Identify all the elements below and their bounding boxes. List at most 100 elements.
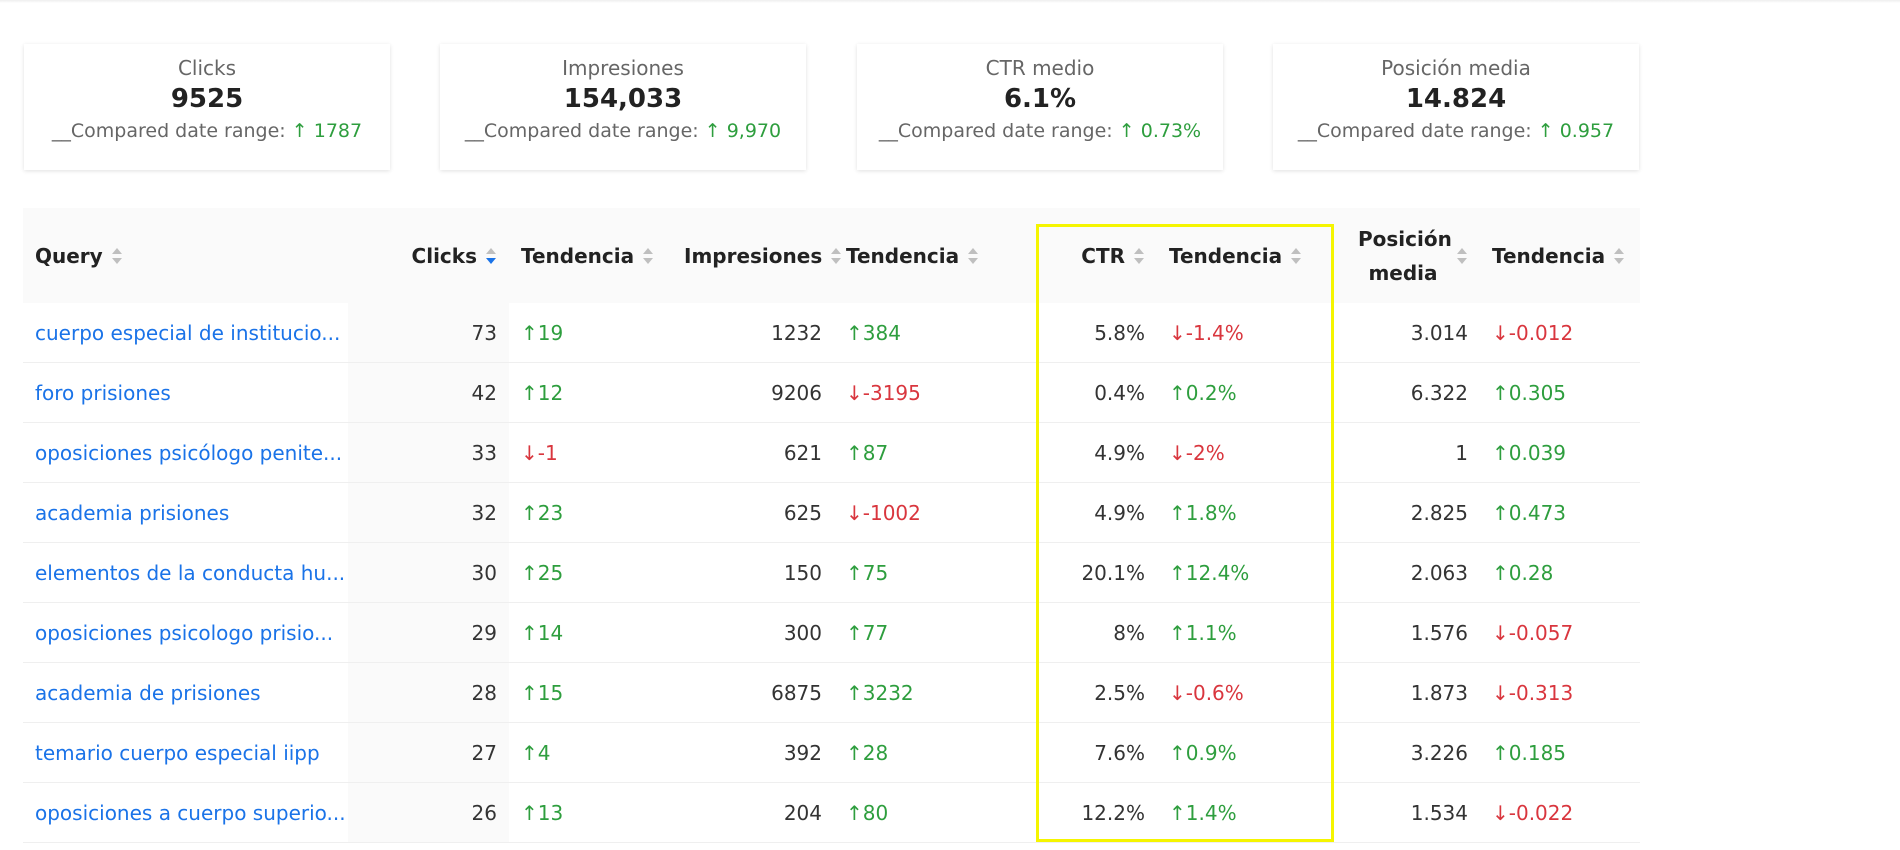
sort-arrow[interactable]	[1614, 257, 1625, 264]
column-header[interactable]: Posición media	[1332, 208, 1480, 303]
table-cell: ↓-1	[509, 422, 672, 483]
sort-icon[interactable]	[642, 247, 654, 265]
table-row: temario cuerpo especial iipp 27 ↑4 392 ↑28 7.…	[23, 722, 1640, 783]
sort-arrow[interactable]	[1457, 247, 1467, 254]
sort-arrow[interactable]	[111, 257, 122, 264]
sort-arrow[interactable]	[643, 247, 654, 254]
column-header[interactable]: Tendencia	[509, 208, 672, 303]
table-cell: 42	[348, 362, 509, 423]
sort-arrow[interactable]	[111, 247, 122, 254]
cell-value: 6875	[771, 680, 822, 705]
table-cell: ↑12	[509, 362, 672, 423]
trend-value: ↑23	[521, 500, 564, 525]
table-cell: 20.1%	[1035, 542, 1157, 603]
cell-value: 150	[783, 560, 822, 585]
table-row: academia prisiones 32 ↑23 625 ↓-1002 4.9% ↑1.8…	[23, 482, 1640, 543]
column-header[interactable]: CTR	[1035, 208, 1157, 303]
table-row: oposiciones a cuerpo superio... 26 ↑13 204 ↑…	[23, 782, 1640, 843]
top-shadow	[0, 0, 1900, 3]
compare-delta: ↑ 9,970	[704, 120, 782, 142]
sort-arrow[interactable]	[1614, 247, 1625, 254]
sort-arrow[interactable]	[486, 257, 496, 264]
table-cell: 30	[348, 542, 509, 603]
cell-value: 32	[471, 500, 497, 525]
sort-arrow[interactable]	[968, 257, 979, 264]
cell-value: 42	[471, 380, 497, 405]
table-cell: ↑0.039	[1480, 422, 1640, 483]
cell-value: 26	[471, 800, 497, 825]
sort-icon[interactable]	[1133, 247, 1145, 265]
table-cell: academia prisiones	[23, 482, 348, 543]
query-link[interactable]: oposiciones a cuerpo superio...	[35, 800, 346, 825]
query-link[interactable]: academia de prisiones	[35, 680, 261, 705]
card-value: 9525	[170, 84, 244, 114]
sort-icon[interactable]	[485, 247, 497, 265]
table-cell: ↑0.9%	[1157, 722, 1332, 783]
table-cell: ↓-3195	[834, 362, 1035, 423]
table-cell: ↓-0.6%	[1157, 662, 1332, 723]
compare-delta: ↑ 0.957	[1537, 120, 1615, 142]
table-cell: ↑25	[509, 542, 672, 603]
header-cell: Tendencia	[1169, 239, 1302, 273]
query-link[interactable]: temario cuerpo especial iipp	[35, 740, 320, 765]
trend-value: ↑14	[521, 620, 564, 645]
sort-icon[interactable]	[1456, 247, 1468, 265]
column-header[interactable]: Tendencia	[1480, 208, 1640, 303]
header-cell: Tendencia	[846, 239, 979, 273]
cell-value: 5.8%	[1094, 320, 1145, 345]
sort-icon[interactable]	[111, 247, 123, 265]
table-cell: ↑3232	[834, 662, 1035, 723]
table-cell: 392	[672, 722, 834, 783]
query-link[interactable]: oposiciones psicologo prisio...	[35, 620, 334, 645]
table-cell: 150	[672, 542, 834, 603]
sort-arrow[interactable]	[1134, 257, 1144, 264]
sort-icon[interactable]	[967, 247, 979, 265]
trend-value: ↑3232	[846, 680, 914, 705]
table-cell: 8%	[1035, 602, 1157, 663]
query-link[interactable]: academia prisiones	[35, 500, 230, 525]
trend-value: ↑15	[521, 680, 564, 705]
query-link[interactable]: foro prisiones	[35, 380, 171, 405]
table-row: academia de prisiones 28 ↑15 6875 ↑3232 2.5% ↓…	[23, 662, 1640, 723]
column-header[interactable]: Impresiones	[672, 208, 842, 303]
sort-icon[interactable]	[1290, 247, 1302, 265]
cell-value: 1232	[771, 320, 822, 345]
cell-value: 3.226	[1410, 740, 1468, 765]
trend-value: ↑87	[846, 440, 889, 465]
column-header[interactable]: Tendencia	[834, 208, 1035, 303]
column-header[interactable]: Tendencia	[1157, 208, 1332, 303]
table-cell: ↑0.305	[1480, 362, 1640, 423]
table-cell: 4.9%	[1035, 422, 1157, 483]
sort-arrow[interactable]	[831, 257, 842, 264]
header-label: Tendencia	[1169, 243, 1283, 268]
table-cell: ↓-0.057	[1480, 602, 1640, 663]
column-header[interactable]: Clicks	[348, 208, 509, 303]
query-link[interactable]: oposiciones psicólogo penite...	[35, 440, 343, 465]
sort-arrow[interactable]	[1291, 257, 1302, 264]
query-link[interactable]: elementos de la conducta hu...	[35, 560, 346, 585]
table-cell: 1	[1332, 422, 1480, 483]
sort-icon[interactable]	[830, 247, 842, 265]
sort-arrow[interactable]	[1134, 247, 1144, 254]
query-link[interactable]: cuerpo especial de institucio...	[35, 320, 341, 345]
table-cell: ↑384	[834, 303, 1035, 363]
sort-icon[interactable]	[1613, 247, 1625, 265]
card-value: 154,033	[563, 84, 683, 114]
card-compare: __Compared date range: ↑ 0.957	[1273, 120, 1639, 142]
card-title: Posición media	[1381, 56, 1531, 80]
header-cell: Tendencia	[521, 239, 654, 273]
sort-arrow[interactable]	[486, 247, 496, 254]
table-cell: 28	[348, 662, 509, 723]
sort-arrow[interactable]	[831, 247, 842, 254]
sort-arrow[interactable]	[968, 247, 979, 254]
header-cell: CTR	[1081, 239, 1145, 273]
table-cell: temario cuerpo especial iipp	[23, 722, 348, 783]
sort-arrow[interactable]	[643, 257, 654, 264]
sort-arrow[interactable]	[1291, 247, 1302, 254]
column-header[interactable]: Query	[23, 208, 348, 303]
stat-card: CTR medio 6.1% __Compared date range: ↑ 0.…	[857, 44, 1223, 170]
sort-arrow[interactable]	[1457, 257, 1467, 264]
table-cell: cuerpo especial de institucio...	[23, 303, 348, 363]
header-cell: Tendencia	[1492, 239, 1625, 273]
table-cell: 1232	[672, 303, 834, 363]
